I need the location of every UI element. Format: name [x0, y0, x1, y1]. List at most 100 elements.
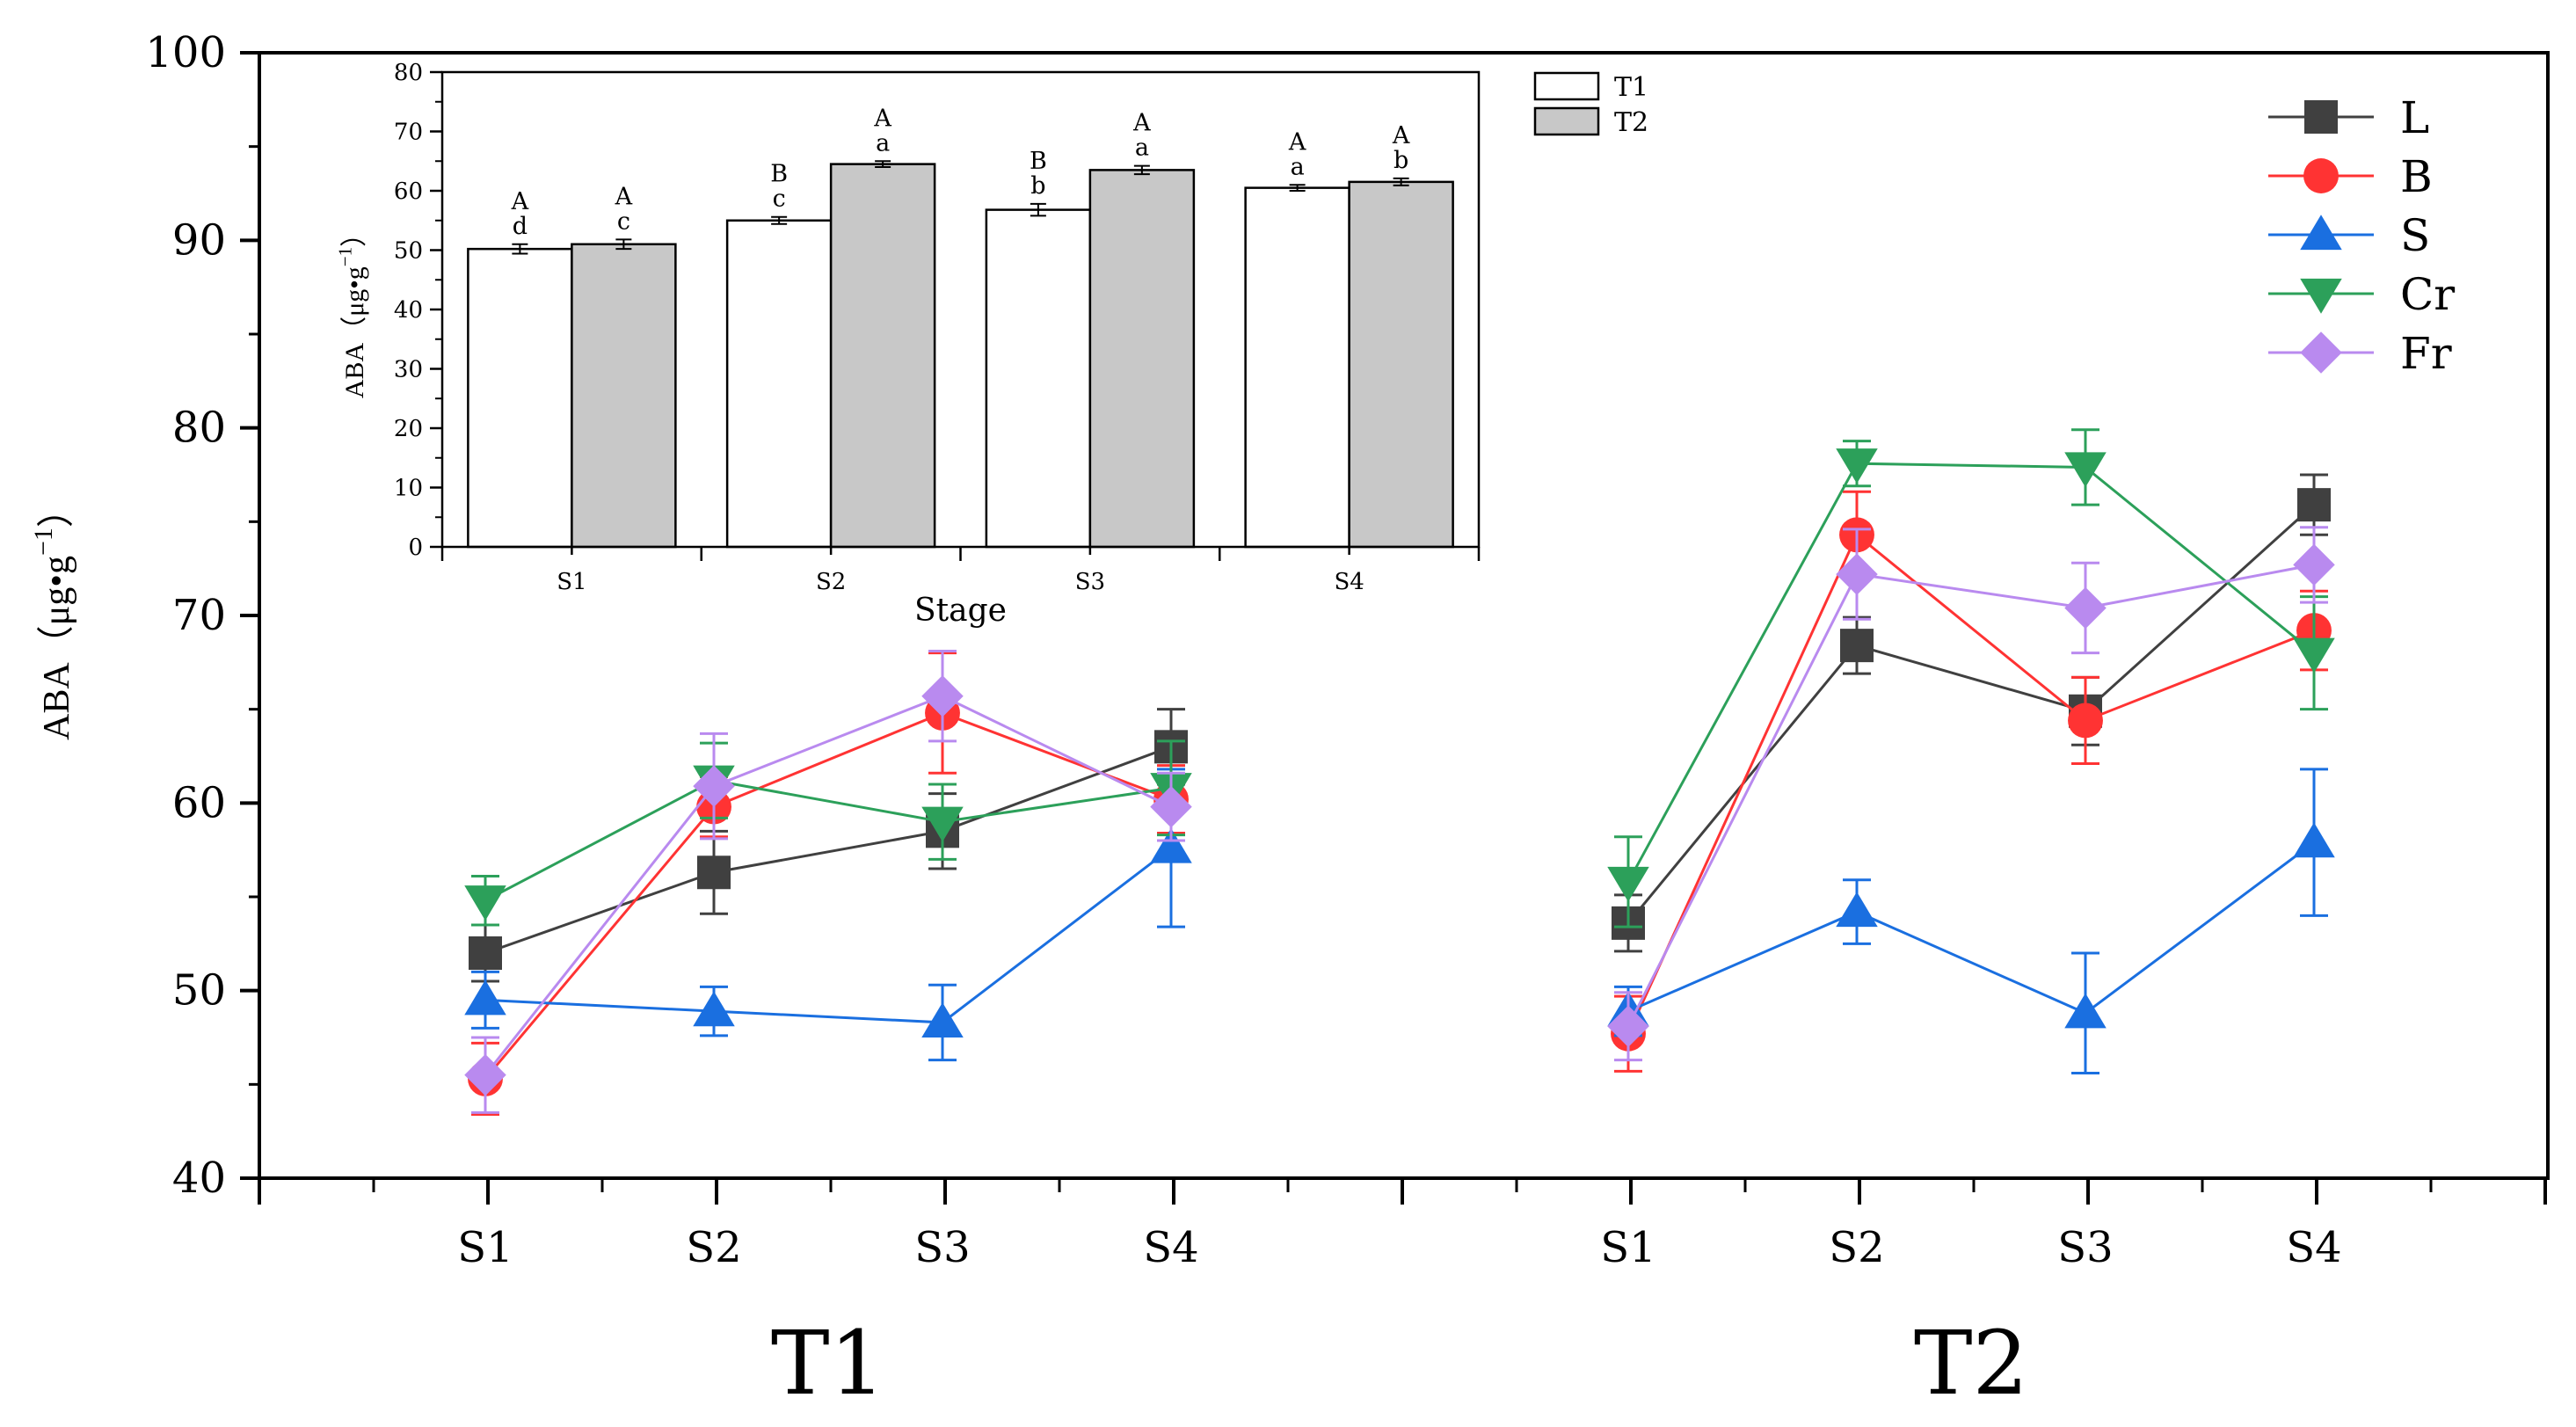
x-tick-label-T2-S4: S4 [2286, 1223, 2341, 1272]
bar-t1-s1 [467, 247, 573, 549]
inset-y-tick-label: 60 [394, 178, 423, 205]
legend-label-fr: Fr [2400, 328, 2452, 379]
inset-y-axis-label: ABA（μg•g−1） [335, 221, 370, 398]
main-y-axis-label: ABA（μg•g−1） [29, 491, 77, 740]
bar-t1-s4 [1244, 186, 1350, 549]
y-tick-label: 100 [145, 28, 226, 77]
x-tick-label-T1-S3: S3 [914, 1223, 970, 1272]
legend-label-l: L [2400, 92, 2429, 143]
x-tick-label-T1-S4: S4 [1143, 1223, 1198, 1272]
bar-letter-upper: A [1288, 128, 1306, 156]
inset-x-tick-label-s2: S2 [816, 569, 846, 595]
x-tick-label-T2-S3: S3 [2057, 1223, 2113, 1272]
series-line-fr-t2 [1626, 563, 2315, 1027]
bar-letter-lower: d [513, 213, 528, 240]
x-tick-label-T1-S1: S1 [457, 1223, 513, 1272]
bar-letter-lower: b [1394, 147, 1408, 174]
x-tick-label-T2-S2: S2 [1829, 1223, 1884, 1272]
inset-legend-swatch-t2 [1533, 106, 1600, 136]
main-legend: LBS Cr Fr [2268, 92, 2455, 379]
bar-letter-lower: b [1030, 172, 1045, 200]
y-tick-label: 90 [172, 215, 226, 265]
data-point-fr [1150, 785, 1192, 828]
data-point-l [697, 855, 731, 890]
data-point-s [693, 991, 735, 1027]
series-line-b-t1 [484, 711, 1172, 1080]
legend-label-s: S [2400, 210, 2430, 261]
inset-legend-swatch-t1 [1533, 71, 1600, 101]
data-point-s [2064, 993, 2107, 1029]
series-l [469, 473, 2331, 983]
bar-letter-lower: c [617, 207, 630, 235]
inset-x-tick-label-s3: S3 [1075, 569, 1105, 595]
x-tick-label-T1-S2: S2 [686, 1223, 741, 1272]
legend-marker-cr [2300, 278, 2342, 314]
data-point-s [1836, 892, 1878, 928]
group-label-t2: T2 [1914, 1312, 2028, 1415]
bar-t2-s3 [1088, 169, 1196, 549]
inset-y-tick-label: 20 [394, 416, 423, 442]
data-point-s [921, 1002, 964, 1038]
bar-letter-lower: a [876, 129, 890, 157]
data-point-cr [464, 885, 506, 921]
y-tick-label: 70 [172, 591, 226, 640]
data-point-fr [693, 765, 735, 807]
series-s [464, 768, 2335, 1075]
data-point-s [2293, 822, 2335, 858]
bar-t2-s4 [1348, 180, 1454, 549]
inset-x-axis-label: Stage [914, 593, 1007, 629]
data-point-cr [2064, 452, 2107, 488]
series-line-cr-t2 [1626, 462, 2315, 883]
y-tick-label: 40 [172, 1154, 226, 1203]
data-point-fr [1836, 553, 1878, 595]
inset-x-tick-label-s4: S4 [1334, 569, 1364, 595]
inset-y-tick-label: 10 [394, 476, 423, 502]
data-point-b [2068, 703, 2103, 739]
series-line-fr-t1 [484, 695, 1172, 1076]
inset-y-tick-label: 30 [394, 357, 423, 383]
series-line-b-t2 [1626, 532, 2315, 1035]
y-tick-label: 80 [172, 404, 226, 453]
y-tick-label: 60 [172, 778, 226, 827]
inset-y-tick-label: 80 [394, 60, 423, 86]
bar-t2-s1 [571, 243, 677, 549]
data-point-fr [464, 1053, 506, 1096]
data-point-l [2297, 488, 2331, 522]
inset-y-tick-label: 70 [394, 120, 423, 146]
data-point-l [1840, 629, 1874, 663]
data-point-s [1150, 827, 1192, 863]
inset-y-tick-label: 40 [394, 297, 423, 324]
data-point-cr [1607, 866, 1649, 902]
data-point-cr [921, 806, 964, 842]
data-point-fr [1607, 1005, 1649, 1047]
bar-letter-upper: A [1132, 110, 1151, 137]
data-point-s [464, 979, 506, 1016]
inset-y-tick-label: 0 [408, 535, 423, 561]
bar-t1-s3 [985, 208, 1092, 549]
legend-marker-b [2303, 158, 2339, 193]
inset-x-tick-label-s1: S1 [557, 569, 586, 595]
bar-letter-lower: a [1135, 135, 1149, 162]
series-line-l-t2 [1626, 504, 2316, 924]
bar-t1-s2 [725, 219, 833, 549]
series-fr [464, 526, 2335, 1114]
y-tick-label: 50 [172, 966, 226, 1016]
group-label-t1: T1 [771, 1312, 885, 1415]
bar-letter-lower: c [773, 186, 786, 213]
inset-legend-label-t2: T2 [1614, 107, 1648, 138]
series-line-s-t2 [1627, 841, 2315, 1015]
legend-marker-fr [2300, 331, 2342, 374]
bar-t2-s2 [829, 163, 936, 549]
bar-letter-upper: B [770, 161, 788, 188]
legend-marker-s [2300, 215, 2342, 251]
bar-letter-upper: A [615, 183, 633, 210]
bar-letter-upper: A [873, 105, 891, 132]
legend-label-cr: Cr [2400, 269, 2455, 320]
data-point-fr [921, 674, 964, 717]
series-line-l-t1 [484, 745, 1172, 955]
bar-letter-lower: a [1291, 153, 1305, 180]
